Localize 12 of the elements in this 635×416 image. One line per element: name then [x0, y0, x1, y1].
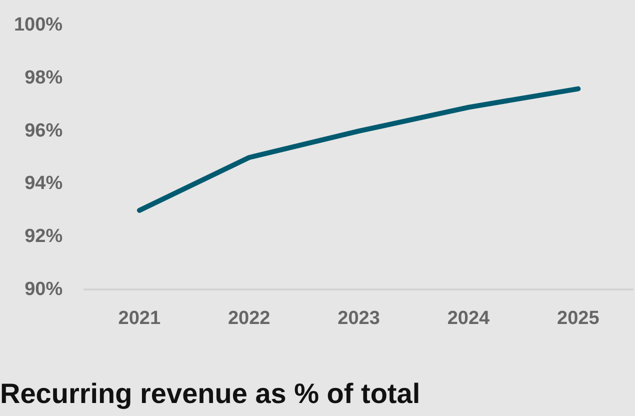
- text: Recurring revenue as % of total: [0, 378, 420, 409]
- x-tick-label: 2025: [557, 308, 600, 330]
- x-tick-label: 2024: [447, 308, 490, 330]
- x-tick-label: 2022: [228, 308, 270, 330]
- y-tick-label: 92%: [24, 226, 63, 247]
- x-tick-label: 2023: [338, 308, 380, 330]
- y-tick-label: 100%: [14, 14, 63, 36]
- y-tick-label: 96%: [24, 120, 63, 142]
- y-tick-label: 90%: [24, 278, 63, 300]
- y-tick-label: 94%: [24, 173, 63, 194]
- x-tick-label: 2021: [118, 308, 161, 330]
- y-tick-label: 98%: [24, 67, 63, 88]
